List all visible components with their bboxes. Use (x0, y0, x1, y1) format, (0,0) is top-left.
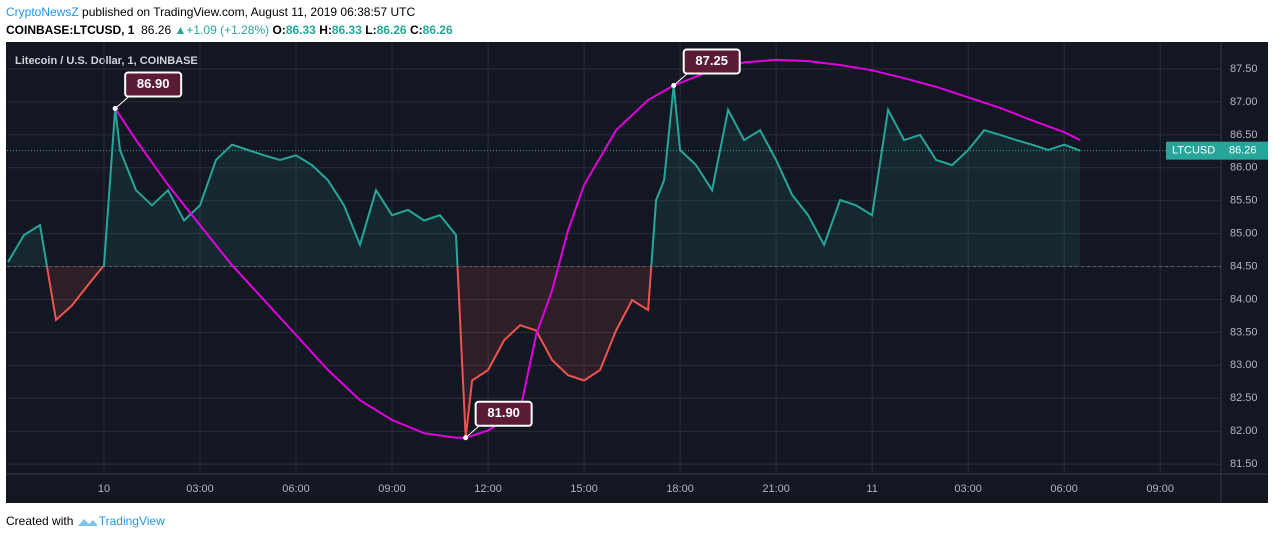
up-icon: ▲ (174, 23, 187, 37)
y-tick-label: 82.50 (1230, 392, 1258, 404)
y-tick-label: 87.50 (1230, 63, 1258, 75)
chart-title: Litecoin / U.S. Dollar, 1, COINBASE (15, 55, 198, 67)
last-price-label: 86.26 (1229, 145, 1257, 157)
last: 86.26 (141, 23, 172, 37)
footer: Created with TradingView (6, 514, 165, 528)
x-tick-label: 03:00 (186, 483, 214, 495)
annotation-label: 86.90 (137, 76, 170, 91)
y-tick-label: 84.00 (1230, 293, 1258, 305)
x-tick-label: 09:00 (1146, 483, 1174, 495)
annotation-point (671, 82, 677, 88)
annotation-label: 87.25 (695, 53, 728, 68)
close-label: C: (409, 23, 423, 37)
x-tick-label: 12:00 (474, 483, 502, 495)
annotation-label: 81.90 (487, 405, 520, 420)
annotation-point (463, 435, 469, 441)
price-line (7, 85, 1081, 438)
author[interactable]: CryptoNewsZ (6, 5, 79, 19)
open: 86.33 (285, 23, 316, 37)
y-tick-label: 85.00 (1230, 228, 1258, 240)
high: 86.33 (331, 23, 362, 37)
x-tick-label: 18:00 (666, 483, 694, 495)
y-tick-label: 83.00 (1230, 359, 1258, 371)
chart: Litecoin / U.S. Dollar, 1, COINBASE 81.5… (6, 42, 1268, 503)
annotation-box (124, 71, 183, 98)
brand[interactable]: TradingView (98, 514, 165, 528)
x-tick-label: 15:00 (570, 483, 598, 495)
y-tick-label: 83.50 (1230, 326, 1258, 338)
y-tick-label: 86.50 (1230, 129, 1258, 141)
y-tick-label: 82.00 (1230, 425, 1258, 437)
publish-line: CryptoNewsZ published on TradingView.com… (6, 5, 415, 19)
open-label: O: (272, 23, 286, 37)
x-tick-label: 06:00 (1050, 483, 1078, 495)
created: Created with (6, 514, 74, 528)
last-price-box (1166, 141, 1268, 160)
y-tick-label: 84.50 (1230, 260, 1258, 272)
trend-curve (114, 58, 1081, 439)
x-tick-label: 10 (98, 483, 110, 495)
annotation-point (112, 106, 118, 112)
close: 86.26 (422, 23, 453, 37)
symbol-label: LTCUSD (1172, 145, 1215, 157)
change: +1.09 (+1.28%) (186, 23, 270, 37)
x-tick-label: 06:00 (282, 483, 310, 495)
y-tick-label: 86.00 (1230, 162, 1258, 174)
annotation-box (682, 48, 741, 75)
annotation-box (474, 400, 533, 427)
price-area (7, 85, 1081, 438)
tv-logo (77, 518, 98, 526)
low-label: L: (365, 23, 377, 37)
quote-line: COINBASE:LTCUSD, 1 86.26 ▲+1.09 (+1.28%)… (6, 23, 453, 37)
x-tick-label: 09:00 (378, 483, 406, 495)
x-tick-label: 11 (866, 483, 877, 495)
x-tick-label: 21:00 (762, 483, 790, 495)
symbol: COINBASE:LTCUSD, 1 (6, 23, 135, 37)
published: published on TradingView.com, August 11,… (82, 5, 416, 19)
y-tick-label: 85.50 (1230, 195, 1258, 207)
x-tick-label: 03:00 (954, 483, 982, 495)
y-tick-label: 81.50 (1230, 458, 1258, 470)
y-tick-label: 87.00 (1230, 96, 1258, 108)
high-label: H: (319, 23, 332, 37)
low: 86.26 (376, 23, 407, 37)
